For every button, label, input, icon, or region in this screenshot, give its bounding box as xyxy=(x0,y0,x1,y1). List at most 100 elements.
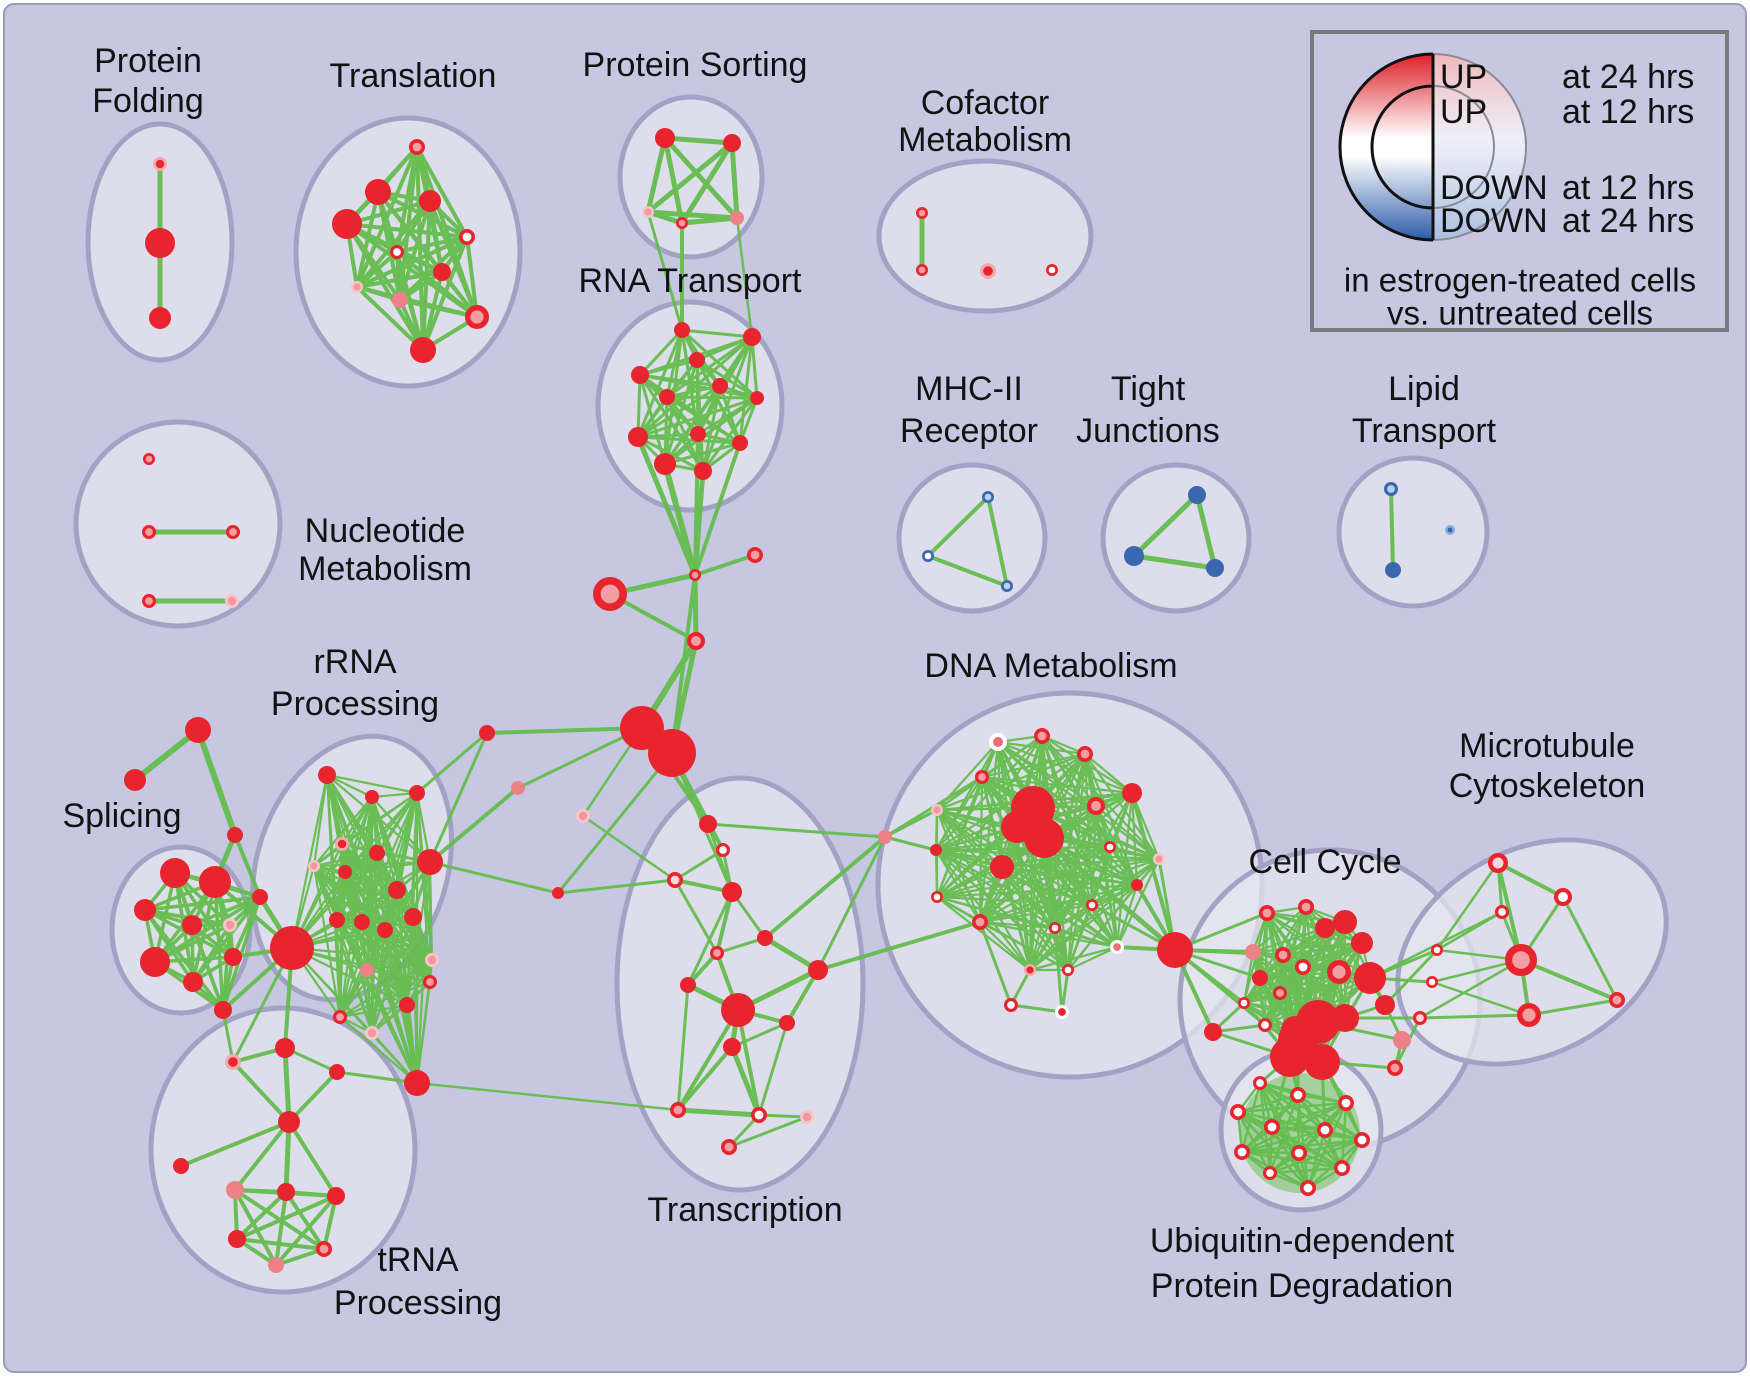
gene-node-dna xyxy=(1004,998,1019,1013)
legend-glyph-right xyxy=(1433,54,1526,240)
bridge-edge xyxy=(693,432,700,577)
gene-node-ubiquitin xyxy=(1300,1180,1317,1197)
legend-time-label-3: at 24 hrs xyxy=(1562,202,1694,240)
hub-node xyxy=(687,632,706,651)
legend-outer-ring-right xyxy=(1433,53,1527,241)
bridge-edge xyxy=(415,731,489,795)
interaction-edge xyxy=(1296,1093,1348,1105)
interaction-edge xyxy=(411,915,419,1085)
legend-caption-line-1: vs. untreated cells xyxy=(1387,295,1653,332)
gene-node-transcription xyxy=(723,1038,741,1056)
gene-node-cellcycle xyxy=(1393,1031,1411,1049)
gene-node-translation xyxy=(332,209,362,239)
interaction-edge xyxy=(287,1070,339,1124)
interaction-edge xyxy=(727,1115,809,1149)
gene-node-transcription xyxy=(750,1107,767,1124)
interaction-edge xyxy=(1561,895,1619,1002)
cluster-nucleotide-region xyxy=(73,419,283,629)
cluster-mhc-region xyxy=(896,462,1048,614)
gene-node-ubiquitin xyxy=(1252,1075,1267,1090)
gene-node-dna xyxy=(1054,1005,1069,1020)
interaction-edge xyxy=(1083,752,1134,795)
cluster-protein-folding-label: Folding xyxy=(92,82,204,120)
cluster-trna-label: tRNA xyxy=(377,1241,459,1279)
hub-node xyxy=(593,577,628,612)
gene-node-rna-transport xyxy=(732,435,748,451)
gene-node-cellcycle xyxy=(1298,898,1315,915)
interaction-edge xyxy=(355,270,444,289)
cluster-lipid-label: Transport xyxy=(1352,412,1497,450)
gene-node-dna xyxy=(1077,745,1094,762)
interaction-edge xyxy=(1130,791,1139,887)
interaction-edge xyxy=(934,848,1119,949)
interaction-edge xyxy=(1236,1093,1300,1114)
gene-node-nucleotide xyxy=(143,453,156,466)
interaction-edge xyxy=(1066,945,1119,972)
bridge-edge xyxy=(646,210,684,332)
cluster-ubiquitin-label: Ubiquitin-dependent xyxy=(1150,1222,1455,1260)
gene-node-dna xyxy=(1061,963,1074,976)
bridge-edge xyxy=(195,727,238,838)
interaction-edge xyxy=(338,980,432,1019)
gene-node-protein-sorting xyxy=(730,211,744,225)
interaction-edge xyxy=(935,895,1094,907)
interaction-edge xyxy=(282,1045,292,1125)
gene-node-cofactor xyxy=(1045,264,1058,277)
cluster-translation-label: Translation xyxy=(330,57,497,95)
legend-time-label-2: at 12 hrs xyxy=(1562,169,1694,207)
bridge-edge xyxy=(516,726,644,790)
bridge-edge xyxy=(693,553,757,577)
cluster-nucleotide-label: Nucleotide xyxy=(305,512,466,550)
interaction-edge xyxy=(1090,903,1119,949)
gene-node-ubiquitin xyxy=(1230,1104,1247,1121)
gene-node-rna-transport xyxy=(674,322,690,338)
interaction-edge xyxy=(1240,1150,1344,1170)
gene-node-dna xyxy=(975,770,990,785)
gene-node-rna-transport xyxy=(654,453,676,475)
interaction-edge xyxy=(1242,950,1255,1005)
interaction-edge xyxy=(730,1021,789,1049)
gene-node-dna xyxy=(989,733,1008,752)
interaction-edge xyxy=(663,384,722,466)
gene-node-splicing xyxy=(252,889,268,905)
gene-node-trna xyxy=(228,1230,246,1248)
interaction-edge xyxy=(1053,903,1094,930)
gene-node-cellcycle xyxy=(1315,918,1335,938)
bridge-edge xyxy=(662,461,698,578)
gene-node-microtubule xyxy=(1516,1003,1541,1028)
gene-node-tight xyxy=(1206,559,1224,577)
legend-box xyxy=(1310,30,1729,332)
cluster-cofactor-label: Cofactor xyxy=(921,84,1050,122)
legend-direction-label-3: DOWN xyxy=(1440,202,1548,240)
interaction-edge xyxy=(290,946,434,962)
bridge-edge xyxy=(428,731,489,864)
interaction-edge xyxy=(785,968,820,1025)
interaction-edge xyxy=(338,920,364,1019)
cluster-microtubule-label: Microtubule xyxy=(1459,727,1635,765)
interaction-edge xyxy=(1115,857,1161,949)
gene-node-rna-transport xyxy=(659,389,675,405)
gene-node-cellcycle xyxy=(1257,1018,1272,1033)
gene-node-microtubule xyxy=(1425,975,1438,988)
interaction-edge xyxy=(636,396,759,439)
gene-node-transcription xyxy=(666,871,683,888)
interaction-edge xyxy=(715,890,734,955)
interaction-edge xyxy=(676,1008,740,1112)
hub-node xyxy=(185,717,211,743)
cluster-trna-label: Processing xyxy=(334,1284,502,1322)
interaction-edge xyxy=(636,435,705,473)
gene-node-cellcycle xyxy=(1259,904,1276,921)
gene-node-dna xyxy=(971,913,988,930)
gene-node-ubiquitin xyxy=(1264,1119,1281,1136)
bridge-edge xyxy=(693,441,742,577)
interaction-edge xyxy=(1000,865,1139,887)
interaction-edge xyxy=(338,1003,409,1019)
cluster-rna-transport-label: RNA Transport xyxy=(579,262,803,300)
interaction-edge xyxy=(980,752,1087,779)
interaction-edge xyxy=(645,135,668,215)
gene-node-rrna xyxy=(423,975,438,990)
gene-node-dna xyxy=(1157,932,1193,968)
legend-direction-label-2: DOWN xyxy=(1440,169,1548,207)
interaction-edge xyxy=(343,870,399,892)
interaction-edge xyxy=(1000,845,1112,869)
